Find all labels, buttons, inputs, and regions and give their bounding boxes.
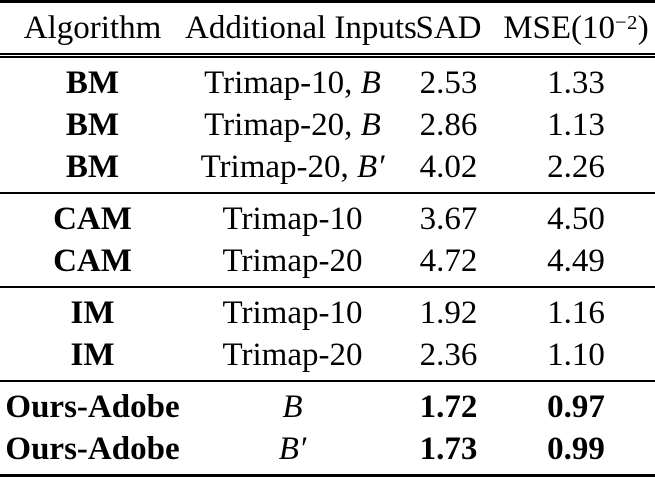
mse-exponent: −2 bbox=[615, 11, 638, 34]
cell-inputs: Trimap-20, B bbox=[185, 104, 400, 146]
cell-mse: 1.33 bbox=[547, 65, 605, 101]
cell-sad: 2.86 bbox=[419, 107, 478, 143]
table-row: BM Trimap-20, B 2.86 1.13 bbox=[0, 104, 655, 146]
cell-inputs: Trimap-20 bbox=[185, 334, 400, 381]
inputs-math: B bbox=[282, 389, 303, 425]
col-header-sad: SAD bbox=[415, 9, 482, 46]
table-row: BM Trimap-20, B′ 4.02 2.26 bbox=[0, 146, 655, 193]
table-row: CAM Trimap-10 3.67 4.50 bbox=[0, 193, 655, 240]
cell-mse: 1.13 bbox=[547, 107, 605, 143]
cell-algorithm: BM bbox=[65, 107, 120, 143]
inputs-text: Trimap-20, bbox=[200, 149, 358, 185]
cell-sad: 1.72 bbox=[419, 389, 478, 425]
inputs-math: B bbox=[360, 107, 381, 143]
inputs-math: B′ bbox=[278, 431, 307, 467]
inputs-text: Trimap-10, bbox=[204, 65, 361, 101]
table-header: Algorithm Additional Inputs SAD MSE(10−2… bbox=[0, 2, 655, 56]
inputs-math: B′ bbox=[357, 149, 385, 185]
cell-sad: 1.73 bbox=[419, 431, 478, 467]
cell-inputs: Trimap-10, B bbox=[185, 56, 400, 105]
col-header-mse: MSE(10−2) bbox=[497, 2, 655, 56]
table-row: CAM Trimap-20 4.72 4.49 bbox=[0, 240, 655, 287]
table-row: IM Trimap-10 1.92 1.16 bbox=[0, 287, 655, 334]
cell-algorithm: Ours-Adobe bbox=[5, 431, 180, 467]
table-row: Ours-Adobe B 1.72 0.97 bbox=[0, 381, 655, 428]
cell-inputs: Trimap-10 bbox=[185, 193, 400, 240]
table-row: Ours-Adobe B′ 1.73 0.99 bbox=[0, 428, 655, 476]
cell-mse: 0.97 bbox=[547, 389, 605, 425]
cell-mse: 2.26 bbox=[547, 149, 605, 185]
col-header-additional-inputs: Additional Inputs bbox=[185, 9, 417, 46]
section-bm: BM Trimap-10, B 2.53 1.33 BM Trimap-20, … bbox=[0, 56, 655, 193]
table-row: BM Trimap-10, B 2.53 1.33 bbox=[0, 56, 655, 105]
cell-inputs: B′ bbox=[185, 428, 400, 476]
inputs-text: Trimap-20 bbox=[222, 337, 363, 373]
cell-inputs: Trimap-20, B′ bbox=[185, 146, 400, 193]
table-row: IM Trimap-20 2.36 1.10 bbox=[0, 334, 655, 381]
mse-label-prefix: MSE(10 bbox=[503, 9, 616, 46]
cell-mse: 4.50 bbox=[547, 201, 605, 237]
cell-inputs: Trimap-20 bbox=[185, 240, 400, 287]
inputs-text: Trimap-20, bbox=[204, 107, 361, 143]
cell-algorithm: Ours-Adobe bbox=[5, 389, 180, 425]
cell-sad: 4.02 bbox=[419, 149, 478, 185]
header-row: Algorithm Additional Inputs SAD MSE(10−2… bbox=[0, 2, 655, 56]
cell-sad: 1.92 bbox=[419, 295, 478, 331]
cell-mse: 1.16 bbox=[547, 295, 605, 331]
cell-mse: 0.99 bbox=[547, 431, 605, 467]
inputs-text: Trimap-10 bbox=[222, 295, 363, 331]
cell-algorithm: BM bbox=[65, 149, 120, 185]
cell-mse: 4.49 bbox=[547, 243, 605, 279]
section-ours-adobe: Ours-Adobe B 1.72 0.97 Ours-Adobe B′ 1.7… bbox=[0, 381, 655, 476]
inputs-text: Trimap-10 bbox=[222, 201, 363, 237]
mse-label-suffix: ) bbox=[637, 9, 649, 46]
section-cam: CAM Trimap-10 3.67 4.50 CAM Trimap-20 4.… bbox=[0, 193, 655, 287]
cell-sad: 4.72 bbox=[419, 243, 478, 279]
cell-inputs: Trimap-10 bbox=[185, 287, 400, 334]
cell-algorithm: IM bbox=[70, 337, 115, 373]
col-header-algorithm: Algorithm bbox=[23, 9, 162, 46]
cell-algorithm: CAM bbox=[53, 243, 132, 279]
cell-algorithm: BM bbox=[65, 65, 120, 101]
cell-algorithm: IM bbox=[70, 295, 115, 331]
cell-mse: 1.10 bbox=[547, 337, 605, 373]
inputs-text: Trimap-20 bbox=[222, 243, 363, 279]
inputs-math: B bbox=[360, 65, 381, 101]
cell-inputs: B bbox=[185, 381, 400, 428]
cell-sad: 2.53 bbox=[419, 65, 478, 101]
cell-sad: 3.67 bbox=[419, 201, 478, 237]
section-im: IM Trimap-10 1.92 1.16 IM Trimap-20 2.36… bbox=[0, 287, 655, 381]
cell-algorithm: CAM bbox=[53, 201, 132, 237]
cell-sad: 2.36 bbox=[419, 337, 478, 373]
